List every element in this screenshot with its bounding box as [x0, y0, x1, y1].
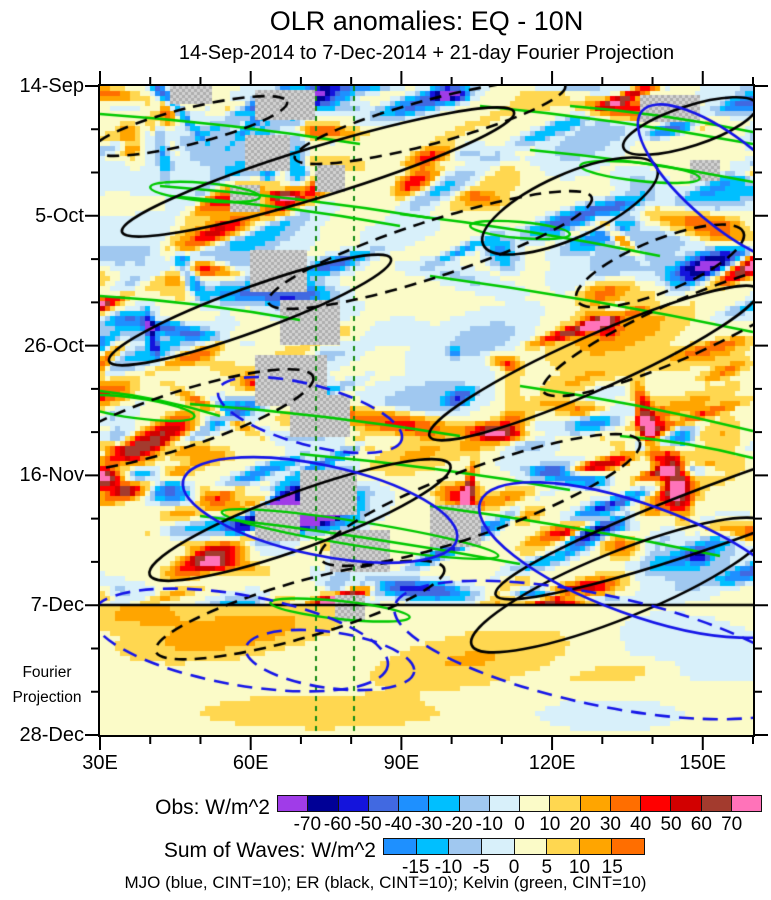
y-tick-label: 26-Oct [23, 334, 84, 357]
colorbar-cell [368, 796, 399, 811]
colorbar-cell [429, 796, 460, 811]
x-tick-label: 60E [232, 752, 269, 774]
colorbar-tick-label: 30 [599, 814, 621, 835]
colorbar-tick-label: 15 [601, 857, 623, 878]
colorbar-cell [612, 839, 644, 854]
colorbar-cell [338, 796, 369, 811]
colorbar-cell [579, 839, 613, 854]
colorbar-tick-label: -5 [472, 857, 490, 878]
colorbar-cell [550, 796, 581, 811]
x-tick-label: 150E [679, 752, 727, 774]
colorbar-tick-label: -20 [445, 814, 473, 835]
colorbar-cell [459, 796, 490, 811]
waves-colorbar [383, 838, 645, 855]
colorbar-cell [384, 839, 417, 854]
colorbar-cell [514, 839, 548, 854]
colorbar-cell [580, 796, 611, 811]
colorbar-tick-label: -60 [323, 814, 352, 835]
colorbar-tick-label: 10 [568, 857, 591, 878]
colorbar-tick-label: -10 [475, 814, 503, 835]
x-tick-label: 30E [82, 752, 118, 774]
page-subtitle: 14-Sep-2014 to 7-Dec-2014 + 21-day Fouri… [178, 42, 675, 64]
page-title: OLR anomalies: EQ - 10N [269, 6, 584, 36]
x-tick-label: 120E [528, 752, 576, 774]
colorbar-cell [489, 796, 520, 811]
colorbar-cell [416, 839, 450, 854]
fourier-note-line2: Projection [12, 689, 82, 706]
y-tick-label: 28-Dec [19, 724, 84, 746]
hovmoller-field-canvas [100, 86, 753, 735]
colorbar-cell [547, 839, 580, 854]
colorbar-cell [641, 796, 672, 811]
colorbar-tick-label: -15 [402, 857, 430, 878]
colorbar-cell [308, 796, 339, 811]
colorbar-tick-label: 10 [539, 814, 561, 835]
colorbar-cell [520, 796, 551, 811]
colorbar-tick-label: 70 [721, 814, 743, 835]
colorbar-cell [701, 796, 732, 811]
plot-area [98, 84, 755, 737]
obs-colorbar [277, 795, 762, 812]
colorbar-tick-label: -30 [414, 814, 443, 835]
obs-colorbar-label: Obs: W/m^2 [155, 796, 270, 819]
colorbar-tick-label: 5 [541, 857, 553, 878]
colorbar-tick-label: 0 [508, 857, 520, 878]
colorbar-tick-label: 0 [514, 814, 525, 835]
colorbar-cell [449, 839, 482, 854]
y-tick-label: 5-Oct [35, 204, 84, 227]
y-tick-label: 14-Sep [19, 75, 85, 97]
contour-legend-caption: MJO (blue, CINT=10); ER (black, CINT=10)… [124, 873, 647, 892]
fourier-note-line1: Fourier [22, 664, 72, 681]
colorbar-tick-label: -40 [384, 814, 412, 835]
colorbar-tick-label: 40 [630, 814, 652, 835]
colorbar-cell [610, 796, 641, 811]
y-tick-label: 16-Nov [19, 464, 84, 487]
colorbar-cell [671, 796, 702, 811]
colorbar-cell [399, 796, 430, 811]
colorbar-tick-label: -50 [354, 814, 382, 835]
colorbar-cell [278, 796, 309, 811]
x-tick-label: 90E [383, 752, 420, 774]
colorbar-cell [731, 796, 761, 811]
y-tick-label: 7-Dec [30, 594, 84, 617]
colorbar-tick-label: 60 [690, 814, 712, 835]
waves-colorbar-label: Sum of Waves: W/m^2 [163, 839, 376, 862]
colorbar-tick-label: -10 [434, 857, 463, 878]
colorbar-tick-label: 20 [569, 814, 591, 835]
colorbar-tick-label: 50 [660, 814, 682, 835]
colorbar-tick-label: -70 [293, 814, 322, 835]
colorbar-cell [481, 839, 515, 854]
